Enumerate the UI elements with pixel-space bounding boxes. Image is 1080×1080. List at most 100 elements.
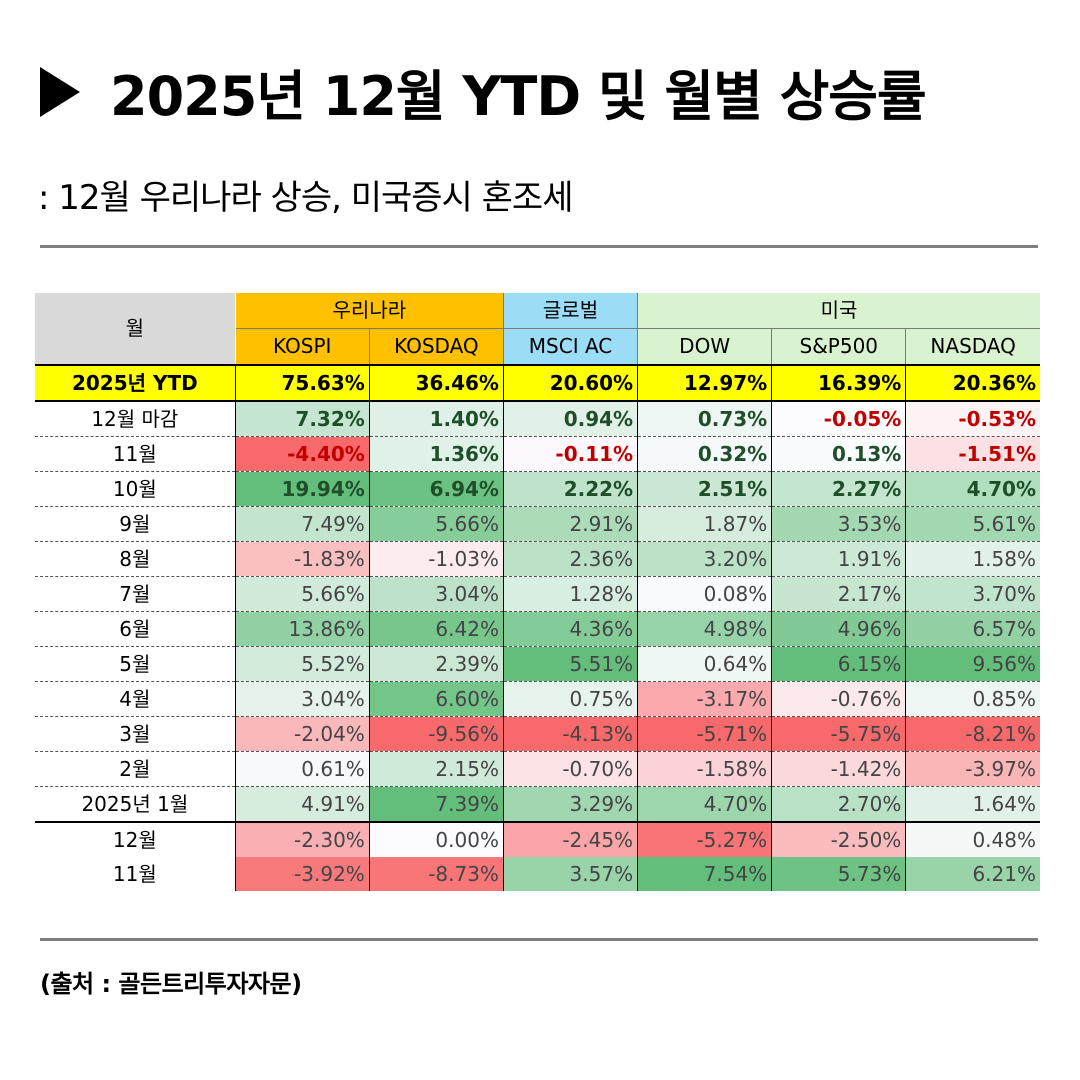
return-cell: 1.40%	[368, 401, 504, 437]
return-cell: -3.92%	[234, 857, 370, 891]
row-month-label: 8월	[35, 541, 236, 577]
return-cell: -0.05%	[771, 401, 906, 437]
return-cell: 5.66%	[368, 506, 504, 542]
bottom-divider	[40, 938, 1038, 941]
return-cell: 4.70%	[905, 471, 1040, 507]
return-cell: 2.22%	[502, 471, 638, 507]
ytd-value: 20.60%	[502, 364, 638, 402]
column-header-kosdaq: KOSDAQ	[368, 328, 504, 365]
row-month-label: 12월 마감	[35, 401, 236, 437]
table-row: 7월 5.66% 3.04% 1.28% 0.08% 2.17% 3.70%	[35, 576, 1040, 612]
return-cell: -1.83%	[234, 541, 370, 577]
table-row: 8월 -1.83% -1.03% 2.36% 3.20% 1.91% 1.58%	[35, 541, 1040, 577]
ytd-label: 2025년 YTD	[35, 364, 236, 402]
return-cell: 2.70%	[771, 786, 906, 823]
return-cell: 4.96%	[771, 611, 906, 647]
month-column-header: 월	[35, 293, 236, 365]
return-cell: -5.27%	[637, 821, 772, 857]
return-cell: -4.40%	[234, 436, 370, 472]
returns-table: 월 우리나라 글로벌 미국 KOSPI KOSDAQ MSCI AC DOW S…	[35, 293, 1040, 891]
ytd-value: 16.39%	[771, 364, 906, 402]
return-cell: -5.75%	[771, 716, 906, 752]
ytd-value: 75.63%	[234, 364, 370, 402]
table-row: 5월 5.52% 2.39% 5.51% 0.64% 6.15% 9.56%	[35, 646, 1040, 682]
row-month-label: 11월	[35, 436, 236, 472]
column-header-msci-ac: MSCI AC	[502, 328, 638, 365]
return-cell: 5.66%	[234, 576, 370, 612]
return-cell: 5.73%	[771, 857, 906, 891]
return-cell: 7.32%	[234, 401, 370, 437]
return-cell: 7.39%	[368, 786, 504, 823]
table-row: 11월 -4.40% 1.36% -0.11% 0.32% 0.13% -1.51%	[35, 436, 1040, 472]
return-cell: 2.36%	[502, 541, 638, 577]
return-cell: -3.17%	[637, 681, 772, 717]
table-row: 3월 -2.04% -9.56% -4.13% -5.71% -5.75% -8.21%	[35, 716, 1040, 752]
return-cell: -0.76%	[771, 681, 906, 717]
return-cell: 1.58%	[905, 541, 1040, 577]
return-cell: 3.20%	[637, 541, 772, 577]
return-cell: -1.58%	[637, 751, 772, 787]
return-cell: 0.32%	[637, 436, 772, 472]
table-row: 2월 0.61% 2.15% -0.70% -1.58% -1.42% -3.97%	[35, 751, 1040, 787]
column-header-sp500: S&P500	[771, 328, 906, 365]
return-cell: 0.75%	[502, 681, 638, 717]
row-month-label: 7월	[35, 576, 236, 612]
return-cell: 1.87%	[637, 506, 772, 542]
row-month-label: 10월	[35, 471, 236, 507]
row-month-label: 9월	[35, 506, 236, 542]
return-cell: 6.15%	[771, 646, 906, 682]
return-cell: -8.21%	[905, 716, 1040, 752]
return-cell: 1.28%	[502, 576, 638, 612]
return-cell: -2.30%	[234, 821, 370, 857]
return-cell: 1.64%	[905, 786, 1040, 823]
return-cell: 6.60%	[368, 681, 504, 717]
return-cell: 6.21%	[905, 857, 1040, 891]
table-row: 12월 마감 7.32% 1.40% 0.94% 0.73% -0.05% -0.53%	[35, 401, 1040, 437]
return-cell: 3.04%	[368, 576, 504, 612]
return-cell: 9.56%	[905, 646, 1040, 682]
return-cell: 2.15%	[368, 751, 504, 787]
table-row: 4월 3.04% 6.60% 0.75% -3.17% -0.76% 0.85%	[35, 681, 1040, 717]
return-cell: 5.61%	[905, 506, 1040, 542]
table-row: 9월 7.49% 5.66% 2.91% 1.87% 3.53% 5.61%	[35, 506, 1040, 542]
return-cell: -2.45%	[502, 821, 638, 857]
return-cell: -1.42%	[771, 751, 906, 787]
return-cell: 0.61%	[234, 751, 370, 787]
return-cell: 2.39%	[368, 646, 504, 682]
row-month-label: 12월	[35, 821, 236, 857]
group-header-us: 미국	[637, 293, 1040, 329]
page-title-text: 2025년 12월 YTD 및 월별 상승률	[110, 65, 927, 128]
return-cell: 0.00%	[368, 821, 504, 857]
row-month-label: 3월	[35, 716, 236, 752]
return-cell: -4.13%	[502, 716, 638, 752]
row-month-label: 5월	[35, 646, 236, 682]
row-month-label: 6월	[35, 611, 236, 647]
return-cell: 5.52%	[234, 646, 370, 682]
return-cell: 6.94%	[368, 471, 504, 507]
return-cell: 0.85%	[905, 681, 1040, 717]
ytd-row: 2025년 YTD 75.63% 36.46% 20.60% 12.97% 16…	[35, 364, 1040, 402]
return-cell: 7.54%	[637, 857, 772, 891]
return-cell: 4.36%	[502, 611, 638, 647]
source-note: (출처 : 골든트리투자자문)	[40, 970, 302, 998]
return-cell: -0.70%	[502, 751, 638, 787]
return-cell: 4.70%	[637, 786, 772, 823]
return-cell: -2.04%	[234, 716, 370, 752]
column-header-dow: DOW	[637, 328, 772, 365]
return-cell: 0.64%	[637, 646, 772, 682]
return-cell: 2.17%	[771, 576, 906, 612]
table-row: 10월 19.94% 6.94% 2.22% 2.51% 2.27% 4.70%	[35, 471, 1040, 507]
row-month-label: 2월	[35, 751, 236, 787]
column-header-kospi: KOSPI	[235, 328, 370, 365]
return-cell: -5.71%	[637, 716, 772, 752]
return-cell: 0.08%	[637, 576, 772, 612]
row-month-label: 2025년 1월	[35, 786, 236, 823]
return-cell: 1.36%	[368, 436, 504, 472]
group-header-row: 월 우리나라 글로벌 미국	[35, 293, 1040, 365]
return-cell: 0.13%	[771, 436, 906, 472]
return-cell: 5.51%	[502, 646, 638, 682]
top-divider	[40, 245, 1038, 248]
return-cell: 2.27%	[771, 471, 906, 507]
table-row: 2025년 1월 4.91% 7.39% 3.29% 4.70% 2.70% 1.64%	[35, 786, 1040, 823]
ytd-value: 20.36%	[905, 364, 1040, 402]
